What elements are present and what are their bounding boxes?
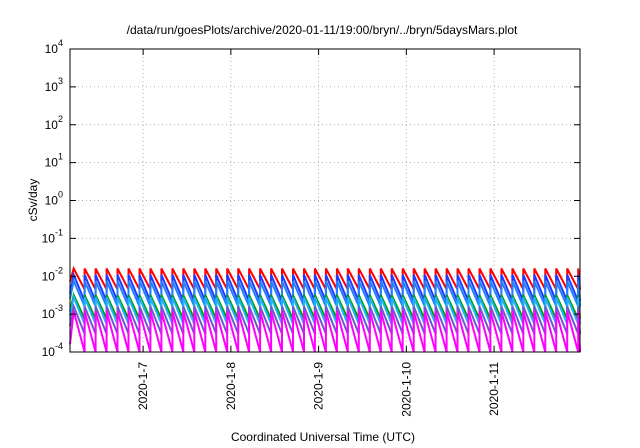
x-axis: 2020-1-7 2020-1-8 2020-1-9 2020-1-10 2020-1-… [136,49,501,417]
y-tick-label: 101 [45,152,63,170]
chart-title: /data/run/goesPlots/archive/2020-01-11/1… [127,23,518,37]
y-tick-label: 100 [45,190,63,208]
x-tick-label: 2020-1-9 [312,362,326,410]
y-tick-label: 10-1 [42,227,63,245]
x-tick-label: 2020-1-11 [487,362,501,416]
x-tick-label: 2020-1-8 [224,362,238,410]
y-tick-label: 103 [45,76,63,94]
series-group [69,265,581,353]
x-tick-label: 2020-1-7 [136,362,150,410]
y-axis: 10-4 10-3 10-2 10-1 100 101 102 103 104 [42,38,580,359]
y-tick-label: 10-2 [42,265,63,283]
series-line [69,310,581,353]
y-tick-label: 10-4 [42,341,63,359]
y-tick-label: 104 [45,38,63,56]
y-axis-label: cSv/day [26,179,40,222]
y-tick-label: 102 [45,114,63,132]
x-axis-label: Coordinated Universal Time (UTC) [231,430,415,444]
y-tick-label: 10-3 [42,303,63,321]
x-tick-label: 2020-1-10 [399,362,413,417]
